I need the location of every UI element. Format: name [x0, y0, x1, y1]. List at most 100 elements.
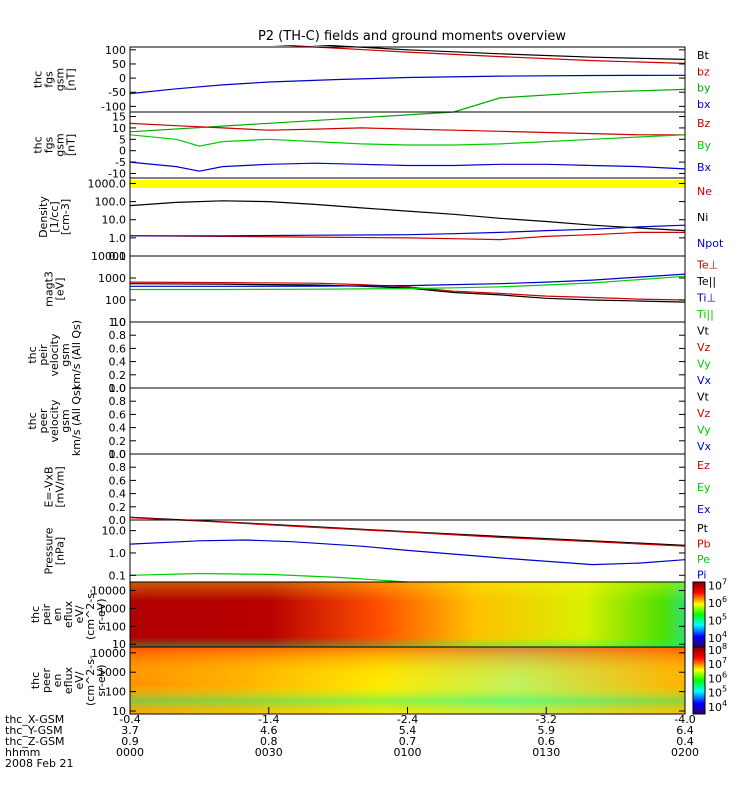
y-axis-label: gsm [54, 68, 67, 91]
y-axis-label: fgs [43, 136, 56, 153]
colorbar-label: 108 [708, 642, 727, 657]
colorbar-base: 10 [708, 701, 722, 714]
y-tick-label: 0 [119, 145, 126, 158]
y-axis-label: thc [29, 606, 42, 623]
y-tick-label: -5 [115, 156, 126, 169]
y-axis-label: eflux [62, 666, 75, 694]
y-axis-label: gsm [54, 133, 67, 156]
colorbar-base: 10 [708, 658, 722, 671]
legend-entry: Bt [697, 49, 710, 62]
y-tick-label: 10000 [91, 250, 126, 263]
colorbar-exponent: 6 [722, 595, 727, 604]
legend-entry: Vt [697, 324, 710, 337]
colorbar-exponent: 7 [722, 578, 727, 587]
y-axis-label: velocity [48, 399, 61, 442]
legend-entry: Vx [697, 374, 712, 387]
y-axis-label: [nT] [65, 134, 78, 156]
footer-value: 5.9 [538, 724, 556, 737]
spectrogram-overlay [130, 582, 685, 647]
y-axis-label: eV/ [73, 671, 86, 689]
y-tick-label: 0.6 [109, 474, 127, 487]
y-tick-label: 15 [112, 111, 126, 124]
footer-value: -1.4 [258, 713, 279, 726]
series-line-bx [130, 161, 685, 172]
y-tick-label: 10000 [91, 585, 126, 598]
series-line-bt [310, 45, 685, 60]
legend-entry: Vy [697, 423, 711, 436]
legend-entry: Ez [697, 459, 710, 472]
y-axis-label: sr-eV) [95, 598, 108, 630]
colorbar-exponent: 7 [722, 656, 727, 665]
panel-frame [129, 453, 686, 521]
y-tick-label: 10000 [91, 647, 126, 660]
colorbar-label: 104 [708, 699, 727, 714]
y-tick-label: 0.4 [109, 488, 127, 501]
y-tick-label: 50 [112, 58, 126, 71]
colorbar-base: 10 [708, 597, 722, 610]
y-tick-label: -10 [108, 167, 126, 180]
y-axis-label: peir [40, 603, 53, 625]
y-axis-label: [cm-3] [59, 199, 72, 235]
footer-value: 3.7 [121, 724, 139, 737]
y-axis-label: thc [32, 136, 45, 153]
y-tick-label: 1.0 [109, 547, 127, 560]
y-tick-label: 10 [112, 638, 126, 651]
panels-layer: 100500-50-100thcfgsgsm[nT]Btbzbybx151050… [26, 44, 727, 718]
legend-entry: Ey [697, 481, 711, 494]
colorbar-label: 104 [708, 630, 727, 645]
legend-entry: Pb [697, 537, 711, 550]
y-axis-label: gsm [59, 343, 72, 366]
y-axis-label: peer [37, 408, 50, 434]
colorbar [692, 581, 706, 648]
y-tick-label: 100 [105, 294, 126, 307]
y-axis-label: Density [37, 196, 50, 238]
y-axis-label: [mV/m] [54, 466, 67, 507]
colorbar-label: 105 [708, 685, 727, 700]
y-axis-label: [eV] [54, 278, 67, 301]
legend-entry: Pe [697, 553, 710, 566]
series-line-bx [130, 74, 685, 95]
legend-entry: Ex [697, 503, 711, 516]
y-axis-label: thc [26, 346, 39, 363]
legend-entry: by [697, 82, 711, 95]
y-tick-label: 10.0 [102, 525, 127, 538]
series-line-by [130, 88, 685, 133]
y-axis-label: [nT] [65, 68, 78, 90]
series-line-pi [130, 539, 685, 566]
colorbar-label: 106 [708, 595, 727, 610]
legend-entry: Vy [697, 357, 711, 370]
y-axis-label: km/s (All Qs) [70, 386, 83, 456]
series-line-te|| [130, 283, 685, 303]
y-axis-label: en [51, 674, 64, 688]
panel-8: 10.0 1.0 0.1 Pressure[nPa] Pt Pb Pe Pi [43, 516, 711, 592]
legend-entry: By [697, 139, 712, 152]
legend-entry: Ti|| [696, 308, 714, 321]
colorbar-base: 10 [708, 615, 722, 628]
y-axis-label: magt3 [43, 271, 56, 307]
colorbar-exponent: 5 [722, 613, 727, 622]
footer-value: 4.6 [260, 724, 278, 737]
y-tick-label: 0.1 [109, 250, 127, 263]
footer-row-name: thc_Y-GSM [5, 724, 63, 737]
legend-entry: bx [697, 98, 711, 111]
y-tick-label: 1000 [98, 602, 126, 615]
series-line-pb [130, 517, 685, 547]
x-axis-footer: thc_X-GSM -0.4 -1.4 -2.4 -3.2 -4.0 thc_Y-GSM 3.… [5, 707, 699, 770]
footer-value: 5.4 [399, 724, 417, 737]
panel-4: 10000 1000 100 10 magt3[eV] Te⊥ Te|| Ti⊥ Ti|| [43, 250, 719, 329]
y-tick-label: 100 [105, 620, 126, 633]
series-line-ni [130, 200, 685, 232]
y-axis-label: (cm^2-s- [84, 589, 97, 640]
colorbar-exponent: 4 [722, 630, 727, 639]
footer-value: -3.2 [536, 713, 557, 726]
footer-value: -4.0 [674, 713, 695, 726]
y-axis-label: [nPa] [54, 537, 67, 565]
colorbar-base: 10 [708, 672, 722, 685]
y-axis-label: E=-VxB [43, 466, 56, 507]
y-tick-label: 0.4 [109, 422, 127, 435]
footer-row-name: thc_Z-GSM [5, 735, 65, 748]
y-tick-label: 0.0 [109, 448, 127, 461]
y-tick-label: 0.2 [109, 501, 127, 514]
